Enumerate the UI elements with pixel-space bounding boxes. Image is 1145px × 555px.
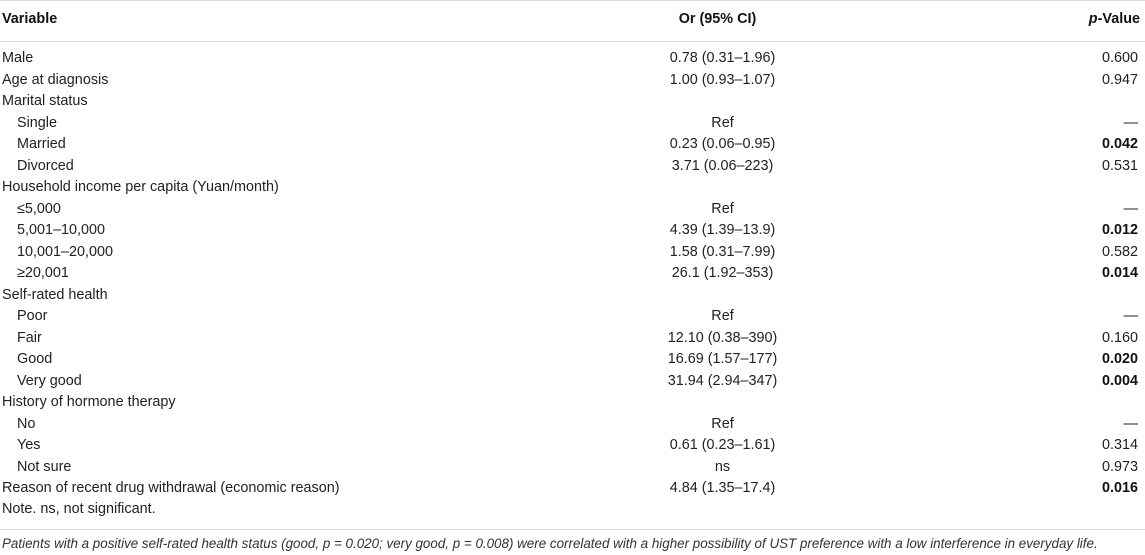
row-p-value: 0.947 (1101, 71, 1138, 88)
header-p-rest: -Value (1097, 11, 1140, 27)
row-or-ci: 16.69 (1.57–177) (667, 351, 778, 367)
header-or-ci: Or (95% CI) (678, 11, 757, 27)
table-row: Not sure ns 0.973 (0, 457, 1145, 479)
row-or-ci: 0.23 (0.06–0.95) (669, 136, 776, 152)
table-row: Very good 31.94 (2.94–347) 0.004 (0, 371, 1145, 393)
row-or-ci: Ref (711, 200, 734, 217)
row-p-value: — (1123, 308, 1138, 324)
row-variable: ≤5,000 (17, 200, 61, 217)
row-variable: Reason of recent drug withdrawal (econom… (2, 480, 340, 496)
table-row: 5,001–10,000 4.39 (1.39–13.9) 0.012 (0, 220, 1145, 242)
header-p-italic: p (1088, 11, 1098, 27)
row-p-value: 0.160 (1101, 329, 1138, 346)
row-or-ci: 3.71 (0.06–223) (671, 157, 774, 174)
row-variable: Very good (17, 372, 82, 389)
row-variable: Yes (17, 437, 41, 453)
row-or-ci: 4.39 (1.39–13.9) (669, 222, 776, 238)
row-p-value: 0.314 (1101, 437, 1138, 453)
row-variable: Single (17, 114, 58, 131)
caption-part-3: ) were correlated with a higher possibil… (508, 536, 1098, 551)
table-row: History of hormone therapy (0, 392, 1145, 414)
row-or-ci: 1.58 (0.31–7.99) (669, 243, 776, 260)
row-variable: Married (17, 136, 66, 152)
caption-part-2: ; very good, (379, 536, 453, 551)
table-row: ≤5,000 Ref — (0, 199, 1145, 221)
row-variable: 10,001–20,000 (17, 243, 114, 260)
row-variable: Self-rated health (2, 286, 108, 303)
table-row: Yes 0.61 (0.23–1.61) 0.314 (0, 435, 1145, 457)
caption-part-1: Patients with a positive self-rated heal… (2, 536, 323, 551)
row-or-ci: 26.1 (1.92–353) (671, 265, 774, 281)
table-row: 10,001–20,000 1.58 (0.31–7.99) 0.582 (0, 242, 1145, 264)
header-variable: Variable (2, 11, 58, 27)
row-variable: Poor (17, 308, 48, 324)
table-note: Note. ns, not significant. (2, 501, 156, 517)
row-p-value: 0.020 (1101, 351, 1138, 367)
table-row: Household income per capita (Yuan/month) (0, 177, 1145, 199)
row-variable: Good (17, 351, 53, 367)
table-row: Male 0.78 (0.31–1.96) 0.600 (0, 48, 1145, 70)
row-p-value: 0.016 (1101, 480, 1138, 496)
row-p-value: 0.014 (1101, 265, 1138, 281)
row-p-value: 0.012 (1101, 222, 1138, 238)
row-or-ci: 31.94 (2.94–347) (667, 372, 778, 389)
row-or-ci: 1.00 (0.93–1.07) (669, 71, 776, 88)
table-row: Good 16.69 (1.57–177) 0.020 (0, 349, 1145, 371)
row-p-value: 0.004 (1101, 372, 1138, 389)
table-row: Self-rated health (0, 285, 1145, 307)
row-variable: Not sure (17, 458, 72, 475)
row-variable: ≥20,001 (17, 265, 69, 281)
row-variable: Divorced (17, 157, 74, 174)
row-variable: Age at diagnosis (2, 71, 109, 88)
row-or-ci: 0.78 (0.31–1.96) (669, 50, 776, 66)
row-or-ci: Ref (711, 114, 734, 131)
row-or-ci: ns (714, 458, 731, 475)
row-variable: Fair (17, 329, 42, 346)
row-p-value: 0.531 (1101, 157, 1138, 174)
row-p-value: 0.600 (1101, 50, 1138, 66)
top-rule (0, 0, 1145, 1)
row-variable: No (17, 415, 36, 432)
table-row: ≥20,001 26.1 (1.92–353) 0.014 (0, 263, 1145, 285)
table-row: Married 0.23 (0.06–0.95) 0.042 (0, 134, 1145, 156)
row-p-value: — (1123, 415, 1138, 432)
table-row: Fair 12.10 (0.38–390) 0.160 (0, 328, 1145, 350)
row-variable: Male (2, 50, 34, 66)
row-p-value: 0.582 (1101, 243, 1138, 260)
row-or-ci: Ref (711, 415, 734, 432)
row-or-ci: 4.84 (1.35–17.4) (669, 480, 776, 496)
row-variable: Household income per capita (Yuan/month) (2, 179, 279, 195)
footer-rule (0, 529, 1145, 530)
table-caption: Patients with a positive self-rated heal… (2, 536, 1098, 551)
header-p-value: p-Value (1089, 11, 1140, 27)
caption-p-very-good: p = 0.008 (452, 536, 509, 551)
row-p-value: — (1123, 200, 1138, 217)
table-row: Marital status (0, 91, 1145, 113)
row-p-value: 0.973 (1101, 458, 1138, 475)
row-variable: History of hormone therapy (2, 394, 176, 410)
row-p-value: 0.042 (1101, 136, 1138, 152)
row-or-ci: 0.61 (0.23–1.61) (669, 437, 776, 453)
row-or-ci: 12.10 (0.38–390) (667, 329, 778, 346)
row-variable: 5,001–10,000 (17, 222, 106, 238)
table-row: Poor Ref — (0, 306, 1145, 328)
row-or-ci: Ref (711, 308, 734, 324)
table-body: Male 0.78 (0.31–1.96) 0.600 Age at diagnosi… (0, 48, 1145, 500)
row-p-value: — (1123, 114, 1138, 131)
table-row: Single Ref — (0, 113, 1145, 135)
header-rule (0, 41, 1145, 42)
table-row: Age at diagnosis 1.00 (0.93–1.07) 0.947 (0, 70, 1145, 92)
table-row: Reason of recent drug withdrawal (econom… (0, 478, 1145, 500)
table-row: No Ref — (0, 414, 1145, 436)
row-variable: Marital status (2, 93, 88, 109)
caption-p-good: p = 0.020 (322, 536, 380, 551)
table-row: Divorced 3.71 (0.06–223) 0.531 (0, 156, 1145, 178)
